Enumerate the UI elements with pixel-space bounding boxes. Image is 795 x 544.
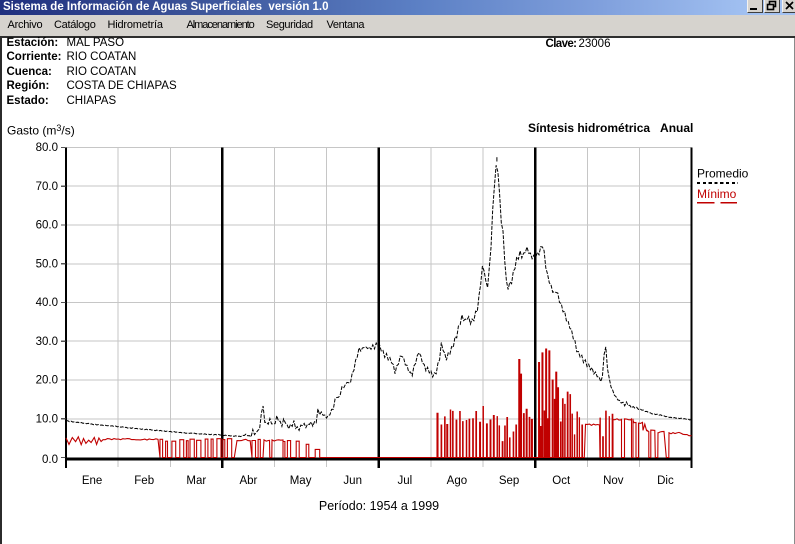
- svg-text:May: May: [290, 475, 312, 487]
- svg-text:Dic: Dic: [657, 475, 674, 487]
- svg-text:20.0: 20.0: [36, 375, 58, 387]
- svg-text:Mar: Mar: [186, 475, 206, 487]
- svg-text:Sep: Sep: [499, 475, 519, 487]
- svg-text:30.0: 30.0: [36, 336, 58, 348]
- svg-text:Jun: Jun: [343, 475, 362, 487]
- svg-text:Feb: Feb: [134, 475, 154, 487]
- svg-text:Nov: Nov: [603, 475, 624, 487]
- svg-text:Oct: Oct: [552, 475, 571, 487]
- svg-text:10.0: 10.0: [36, 413, 58, 425]
- svg-text:Ago: Ago: [447, 475, 467, 487]
- svg-text:Período: 1954 a 1999: Período: 1954 a 1999: [319, 499, 439, 513]
- svg-text:Jul: Jul: [397, 475, 412, 487]
- svg-text:Promedio: Promedio: [697, 167, 749, 181]
- svg-text:Ene: Ene: [82, 475, 102, 487]
- svg-text:70.0: 70.0: [36, 181, 58, 193]
- svg-text:60.0: 60.0: [36, 220, 58, 232]
- svg-text:40.0: 40.0: [36, 297, 58, 309]
- svg-text:50.0: 50.0: [36, 258, 58, 270]
- svg-text:80.0: 80.0: [36, 142, 58, 154]
- svg-text:0.0: 0.0: [42, 454, 58, 466]
- svg-text:Abr: Abr: [239, 475, 257, 487]
- svg-text:Mínimo: Mínimo: [697, 187, 737, 201]
